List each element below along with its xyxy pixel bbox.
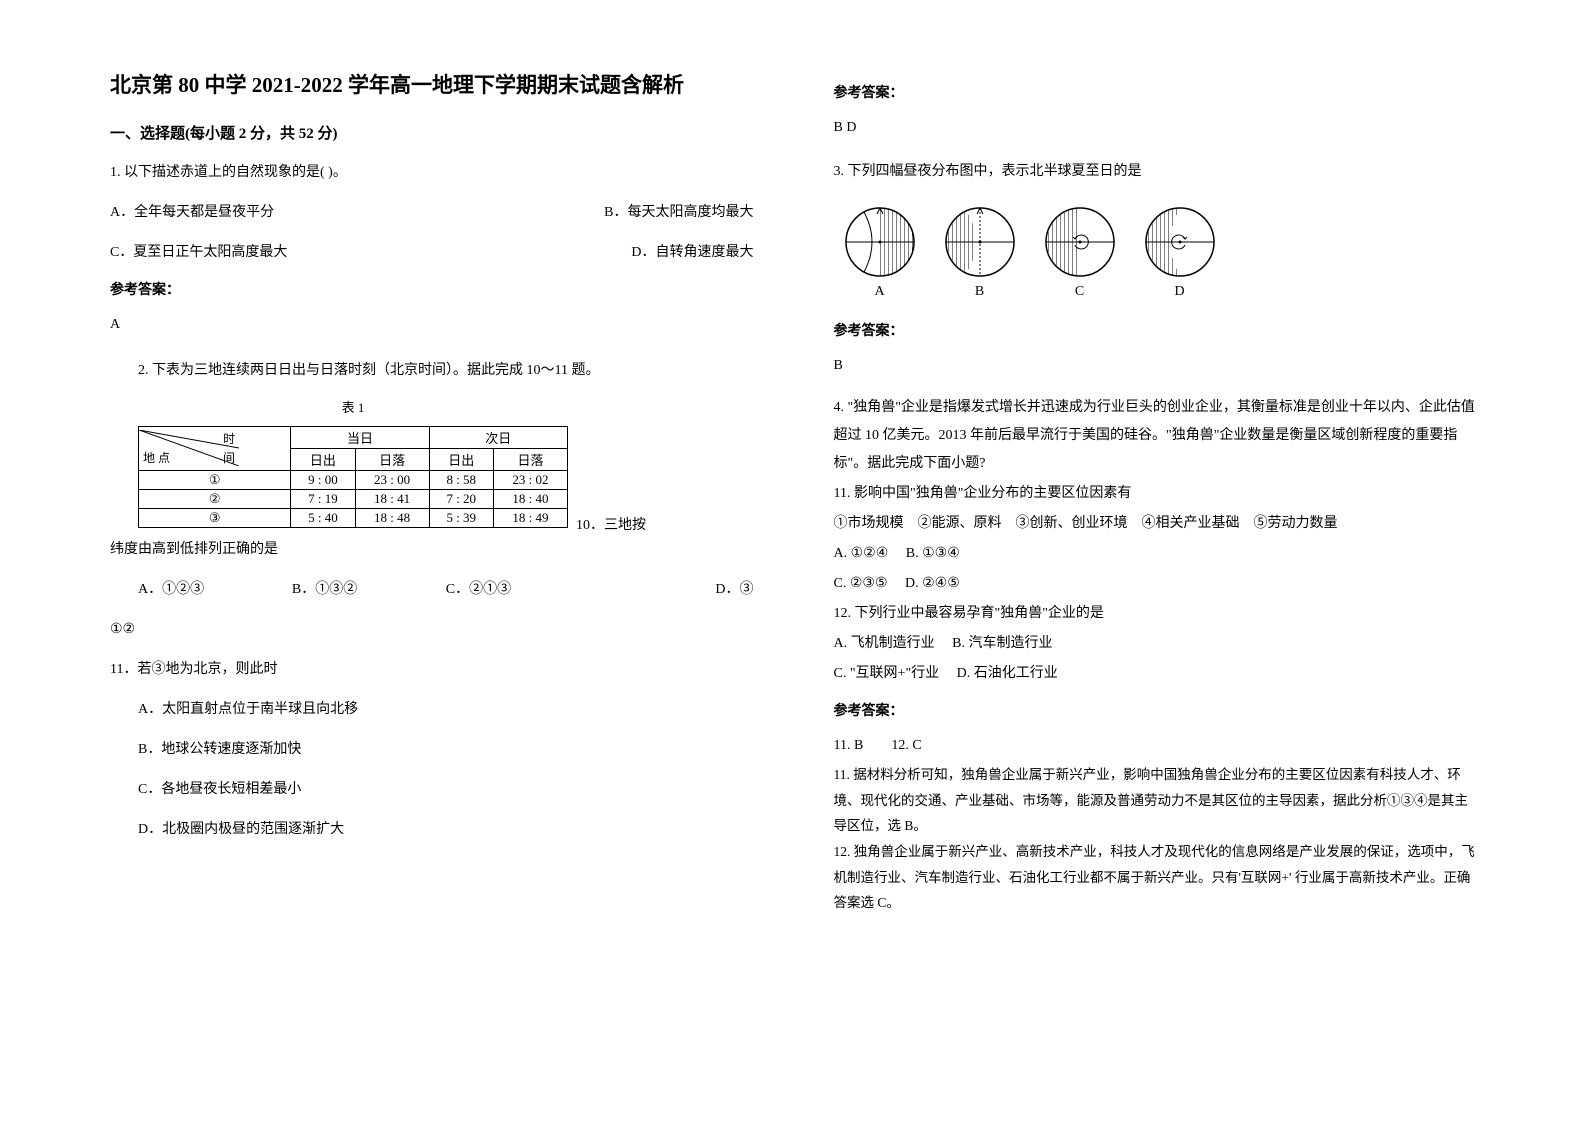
diagram-label-B: B <box>975 284 984 300</box>
q10-stem2: 纬度由高到低排列正确的是 <box>110 536 754 564</box>
q1-optC: C．夏至日正午太阳高度最大 <box>110 239 432 267</box>
q1-answer: A <box>110 311 754 339</box>
q4-q12-row2: C. "互联网+"行业 D. 石油化工行业 <box>834 660 1478 688</box>
cell: 9 : 00 <box>291 470 355 489</box>
sub-sunrise-1: 日出 <box>291 448 355 470</box>
row-label: ③ <box>139 508 291 527</box>
q4-q12-optD: D. 石油化工行业 <box>957 666 1058 681</box>
right-column: 参考答案： B D 3. 下列四幅昼夜分布图中，表示北半球夏至日的是 A <box>794 70 1498 1052</box>
section-header: 一、选择题(每小题 2 分，共 52 分) <box>110 122 754 143</box>
q2-answer-label: 参考答案： <box>834 82 1478 102</box>
q4-q11-optA: A. ①②④ <box>834 546 889 561</box>
q4-q12-optC: C. "互联网+"行业 <box>834 666 940 681</box>
col-today: 当日 <box>291 426 429 448</box>
cell: 18 : 49 <box>493 508 567 527</box>
row-label: ① <box>139 470 291 489</box>
q4-explain11: 11. 据材料分析可知，独角兽企业属于新兴产业，影响中国独角兽企业分布的主要区位… <box>834 762 1478 839</box>
cell: 5 : 40 <box>291 508 355 527</box>
diagram-label-D: D <box>1174 284 1184 300</box>
q1-optD: D．自转角速度最大 <box>432 239 754 267</box>
cell: 23 : 00 <box>355 470 429 489</box>
diagonal-header-cell: 时 地 点 间 <box>139 430 239 466</box>
q4-q12-stem: 12. 下列行业中最容易孕育"独角兽"企业的是 <box>834 600 1478 628</box>
cell: 18 : 48 <box>355 508 429 527</box>
q4-intro: 4. "独角兽"企业是指爆发式增长并迅速成为行业巨头的创业企业，其衡量标准是创业… <box>834 394 1478 478</box>
cell: 5 : 39 <box>429 508 493 527</box>
q2-stem: 2. 下表为三地连续两日日出与日落时刻（北京时间）。据此完成 10～11 题。 <box>110 357 754 385</box>
globe-icon <box>1144 206 1216 278</box>
q4-q11-optB: B. ①③④ <box>906 546 960 561</box>
q4-q11-row2: C. ②③⑤ D. ②④⑤ <box>834 570 1478 598</box>
table-row: ① 9 : 00 23 : 00 8 : 58 23 : 02 <box>139 470 568 489</box>
q11-stem: 11．若③地为北京，则此时 <box>110 656 754 684</box>
col-tomorrow: 次日 <box>429 426 567 448</box>
sunrise-table: 时 地 点 间 当日 次日 日出 日落 日出 日落 ① 9 : 00 23 : … <box>138 426 568 528</box>
globe-icon <box>844 206 916 278</box>
cell: 18 : 41 <box>355 489 429 508</box>
q11-optB: B．地球公转速度逐渐加快 <box>110 736 754 764</box>
q3-answer-label: 参考答案： <box>834 320 1478 340</box>
q4-q12-optB: B. 汽车制造行业 <box>952 636 1052 651</box>
row-label: ② <box>139 489 291 508</box>
cell: 7 : 20 <box>429 489 493 508</box>
diagram-C: C <box>1044 206 1116 300</box>
diagram-D: D <box>1144 206 1216 300</box>
q1-answer-label: 参考答案： <box>110 279 754 299</box>
q2-answer: B D <box>834 114 1478 142</box>
q10-optD-part2: ①② <box>110 616 754 644</box>
day-night-diagrams: A B <box>834 206 1478 300</box>
table-caption: 表 1 <box>138 397 568 416</box>
q4-q11-optC: C. ②③⑤ <box>834 576 888 591</box>
q4-factors: ①市场规模 ②能源、原料 ③创新、创业环境 ④相关产业基础 ⑤劳动力数量 <box>834 510 1478 538</box>
q1-options-row1: A．全年每天都是昼夜平分 B．每天太阳高度均最大 <box>110 199 754 227</box>
q1-options-row2: C．夏至日正午太阳高度最大 D．自转角速度最大 <box>110 239 754 267</box>
cell: 18 : 40 <box>493 489 567 508</box>
q4-q12-row1: A. 飞机制造行业 B. 汽车制造行业 <box>834 630 1478 658</box>
q10-optB: B．①③② <box>292 576 446 604</box>
q1-optB: B．每天太阳高度均最大 <box>432 199 754 227</box>
q4-q11-optD: D. ②④⑤ <box>905 576 960 591</box>
table-row: ② 7 : 19 18 : 41 7 : 20 18 : 40 <box>139 489 568 508</box>
document-title: 北京第 80 中学 2021-2022 学年高一地理下学期期末试题含解析 <box>110 70 754 102</box>
q10-optA: A．①②③ <box>138 576 292 604</box>
cell: 23 : 02 <box>493 470 567 489</box>
q11-optD: D．北极圈内极昼的范围逐渐扩大 <box>110 816 754 844</box>
q11-optA: A．太阳直射点位于南半球且向北移 <box>110 696 754 724</box>
q4-answer-line: 11. B 12. C <box>834 732 1478 760</box>
diagram-label-A: A <box>874 284 884 300</box>
globe-icon <box>1044 206 1116 278</box>
table-row: ③ 5 : 40 18 : 48 5 : 39 18 : 49 <box>139 508 568 527</box>
sub-sunset-2: 日落 <box>493 448 567 470</box>
q4-explain12: 12. 独角兽企业属于新兴产业、高新技术产业，科技人才及现代化的信息网络是产业发… <box>834 839 1478 916</box>
sub-sunrise-2: 日出 <box>429 448 493 470</box>
cell: 7 : 19 <box>291 489 355 508</box>
diag-label-time: 时 <box>223 430 235 447</box>
left-column: 北京第 80 中学 2021-2022 学年高一地理下学期期末试题含解析 一、选… <box>90 70 794 1052</box>
q10-options: A．①②③ B．①③② C．②①③ D．③ <box>110 576 754 604</box>
globe-icon <box>944 206 1016 278</box>
q4-answer-label: 参考答案： <box>834 700 1478 720</box>
q4-q12-optA: A. 飞机制造行业 <box>834 636 935 651</box>
q10-optD-part1: D．③ <box>600 576 754 604</box>
q10-suffix: 10．三地按 <box>576 514 646 536</box>
q4-q11-row1: A. ①②④ B. ①③④ <box>834 540 1478 568</box>
diag-label-place: 地 点 <box>143 449 170 466</box>
diagram-B: B <box>944 206 1016 300</box>
q4-q11-stem: 11. 影响中国"独角兽"企业分布的主要区位因素有 <box>834 480 1478 508</box>
sub-sunset-1: 日落 <box>355 448 429 470</box>
q3-answer: B <box>834 352 1478 380</box>
q1-stem: 1. 以下描述赤道上的自然现象的是( )。 <box>110 159 754 187</box>
cell: 8 : 58 <box>429 470 493 489</box>
diag-label-period: 间 <box>223 449 235 466</box>
q10-optC: C．②①③ <box>446 576 600 604</box>
q1-optA: A．全年每天都是昼夜平分 <box>110 199 432 227</box>
table-wrapper: 时 地 点 间 当日 次日 日出 日落 日出 日落 ① 9 : 00 23 : … <box>110 418 754 536</box>
diagram-A: A <box>844 206 916 300</box>
q3-stem: 3. 下列四幅昼夜分布图中，表示北半球夏至日的是 <box>834 158 1478 186</box>
q11-optC: C．各地昼夜长短相差最小 <box>110 776 754 804</box>
diagram-label-C: C <box>1075 284 1084 300</box>
